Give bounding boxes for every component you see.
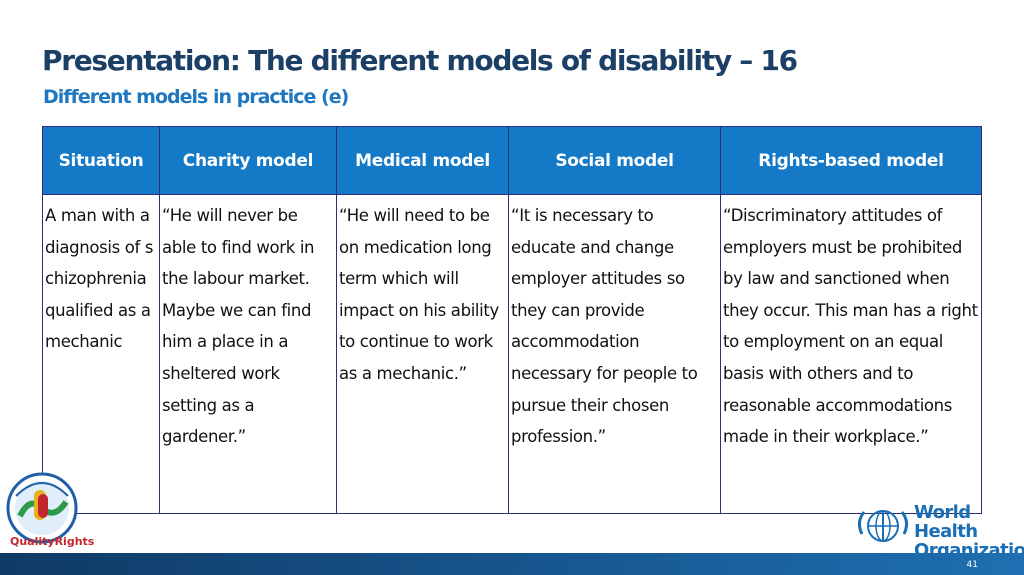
cell-charity-model: “He will never be able to find work in t… — [159, 194, 337, 514]
table-row: A man with a diagnosis of schizophrenia … — [42, 194, 982, 514]
header-charity-model: Charity model — [159, 126, 337, 195]
models-table: Situation Charity model Medical model So… — [42, 126, 982, 514]
who-name: World Health Organization — [914, 503, 1024, 560]
header-rights-based-model: Rights-based model — [720, 126, 982, 195]
who-emblem-icon — [857, 510, 909, 542]
cell-situation: A man with a diagnosis of schizophrenia … — [42, 194, 160, 514]
cell-social-model: “It is necessary to educate and change e… — [508, 194, 721, 514]
table-header-row: Situation Charity model Medical model So… — [42, 126, 982, 195]
qualityrights-label: QualityRights — [10, 535, 95, 548]
footer-bar: 41 — [0, 553, 1024, 575]
who-name-line1: World Health — [914, 502, 978, 542]
qualityrights-logo-icon — [6, 472, 78, 544]
cell-rights-based-model: “Discriminatory attitudes of employers m… — [720, 194, 982, 514]
cell-medical-model: “He will need to be on medication long t… — [336, 194, 509, 514]
header-situation: Situation — [42, 126, 160, 195]
header-medical-model: Medical model — [336, 126, 509, 195]
slide-subtitle: Different models in practice (e) — [43, 86, 349, 108]
page-number: 41 — [966, 560, 978, 570]
slide-title: Presentation: The different models of di… — [42, 44, 798, 77]
header-social-model: Social model — [508, 126, 721, 195]
